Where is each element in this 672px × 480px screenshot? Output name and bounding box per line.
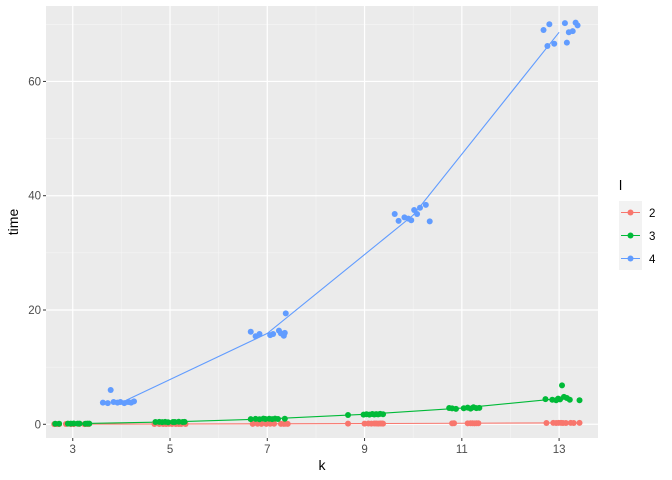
x-axis-ticks: 3 5 7 9 11 13	[70, 438, 566, 456]
series-4-point	[563, 39, 570, 46]
legend-keys: 2 3 4	[619, 201, 656, 270]
series-4-point	[540, 27, 547, 33]
y-tick-label: 0	[35, 419, 41, 431]
x-tick-label: 11	[456, 444, 468, 456]
series-2-point	[345, 420, 352, 427]
x-axis-title: k	[319, 457, 327, 473]
series-3-point	[476, 404, 483, 411]
y-tick-label: 20	[28, 305, 41, 317]
series-4-point	[270, 331, 277, 337]
x-tick-label: 5	[167, 444, 173, 456]
series-4-point	[391, 211, 398, 217]
x-tick-label: 9	[361, 444, 367, 456]
series-3-point	[576, 397, 583, 404]
series-2-point	[576, 419, 583, 426]
series-3-point	[566, 396, 573, 403]
legend: l 2 3 4	[619, 177, 656, 270]
series-4-point	[256, 331, 263, 337]
minor-gridlines	[46, 6, 598, 438]
legend-label: 3	[649, 231, 655, 243]
series-2-point	[475, 420, 482, 427]
series-2-point	[451, 420, 458, 427]
series-4-point	[282, 310, 289, 317]
series-3-point	[56, 420, 63, 427]
x-tick-label: 7	[264, 444, 270, 456]
series-4-point	[281, 329, 288, 336]
series-2-point	[380, 420, 387, 427]
series-2-point	[249, 420, 256, 427]
x-tick-label: 13	[553, 444, 566, 456]
series-3-point	[452, 405, 459, 412]
legend-key-point	[627, 255, 634, 262]
series-4-point	[422, 201, 429, 208]
series-4-point	[408, 217, 415, 224]
series-3-point	[345, 412, 352, 419]
series-2-point	[284, 420, 291, 427]
y-tick-label: 60	[28, 76, 41, 88]
series-4-point	[426, 218, 433, 225]
series-2-point	[271, 420, 278, 427]
series-4-line	[121, 31, 560, 404]
legend-key-3: 3	[619, 224, 655, 247]
series-4-point	[546, 21, 553, 28]
series-3-point	[281, 415, 288, 422]
series-4-point	[104, 400, 111, 407]
series-2-point	[570, 419, 577, 426]
series-4-point	[574, 22, 581, 29]
series-2-point	[258, 420, 265, 427]
series-3-point	[274, 415, 281, 422]
plot-panel	[46, 6, 598, 438]
series-3-point	[380, 411, 387, 418]
series-3-point	[181, 418, 188, 425]
series-4-point	[551, 40, 558, 47]
series-3-point	[76, 420, 83, 427]
series-4-point	[416, 204, 423, 211]
legend-title: l	[619, 177, 622, 193]
legend-key-point	[627, 232, 634, 239]
series-2-point	[543, 420, 550, 427]
series-3-point	[86, 420, 93, 427]
series-4-point	[107, 387, 114, 393]
legend-key-4: 4	[619, 247, 656, 270]
legend-label: 2	[649, 208, 655, 220]
series-4-point	[99, 399, 106, 406]
legend-label: 4	[649, 254, 656, 266]
series-4-point	[544, 43, 551, 49]
series-3-point	[165, 419, 172, 426]
series-4-point	[561, 20, 568, 27]
series-4-point	[247, 328, 254, 335]
series-3-point	[559, 382, 566, 389]
y-tick-label: 40	[28, 191, 41, 203]
series-2-point	[562, 420, 569, 427]
series-4-point	[569, 28, 576, 35]
y-axis-ticks: 0 20 40 60	[28, 76, 46, 431]
x-tick-label: 3	[70, 444, 76, 456]
legend-key-point	[627, 209, 634, 216]
series-4-point	[395, 217, 402, 224]
series-4-point	[131, 398, 138, 405]
series-3-point	[542, 396, 549, 403]
major-gridlines	[46, 6, 598, 438]
y-axis-title: time	[5, 209, 21, 236]
legend-key-2: 2	[619, 201, 655, 224]
series-3-point	[247, 416, 254, 423]
series-points	[51, 19, 583, 428]
series-4-point	[414, 211, 421, 217]
